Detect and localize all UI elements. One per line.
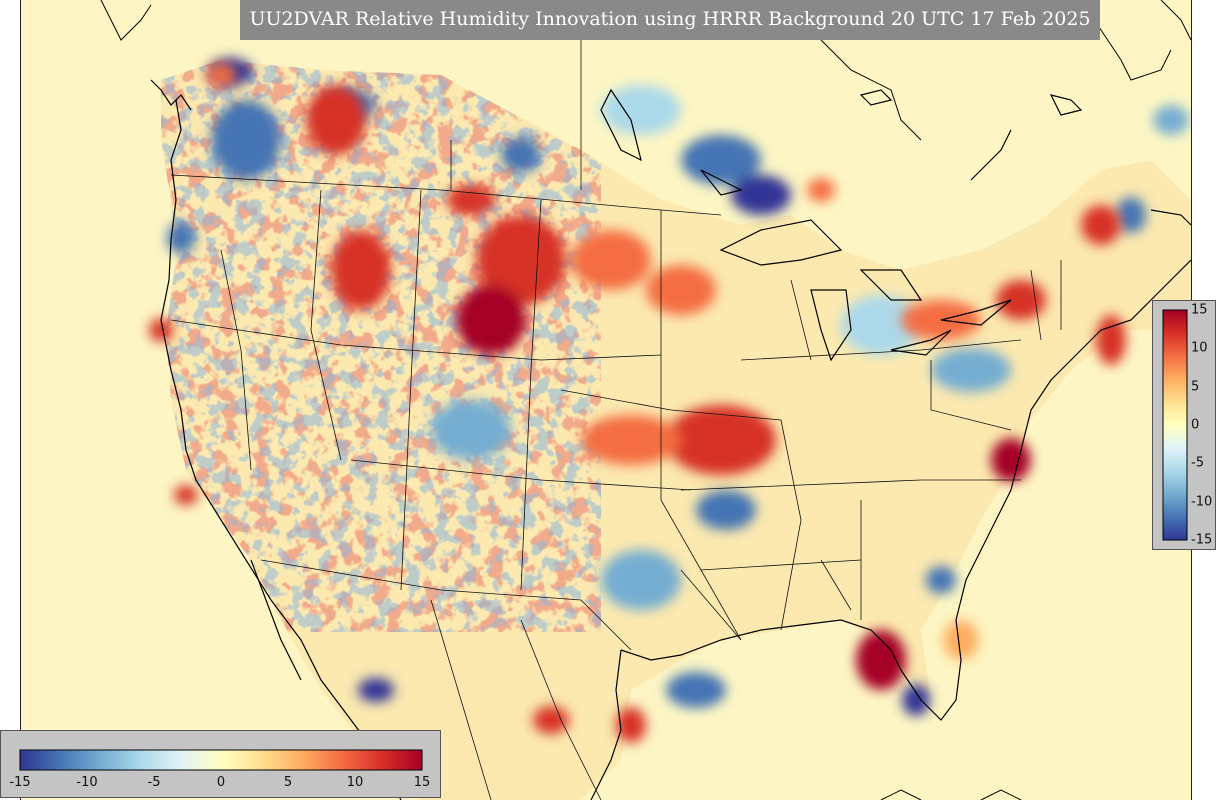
colorbar-horizontal-tick-label: 5 bbox=[283, 775, 293, 790]
colorbar-horizontal-tick-label: -10 bbox=[76, 775, 98, 790]
colorbar-horizontal-tick-label: 0 bbox=[216, 775, 226, 790]
colorbar-horizontal: -15 -10 -5 0 5 10 15 bbox=[0, 730, 441, 798]
negative-innovation-areas bbox=[167, 58, 1189, 716]
colorbar-horizontal-tick-label: 15 bbox=[413, 775, 431, 790]
lakes bbox=[600, 88, 1191, 362]
colorbar-vertical-tick-label: 10 bbox=[1191, 340, 1208, 356]
colorbar-horizontal-tick-label: -5 bbox=[147, 775, 161, 790]
coastlines bbox=[150, 79, 1191, 800]
colorbar-vertical-tick-label: 0 bbox=[1191, 417, 1200, 433]
humidity-innovation-map bbox=[100, 0, 1191, 800]
colorbar-horizontal-tick-label: -15 bbox=[9, 775, 31, 790]
colorbar-vertical: -15 -10 -5 0 5 10 15 bbox=[1152, 300, 1216, 550]
colorbar-vertical-tick-label: 15 bbox=[1191, 302, 1208, 318]
map-area bbox=[20, 0, 1192, 800]
map-title: UU2DVAR Relative Humidity Innovation usi… bbox=[240, 0, 1100, 40]
colorbar-horizontal-graphic bbox=[19, 749, 423, 771]
colorbar-horizontal-tick-label: 10 bbox=[346, 775, 364, 790]
colorbar-vertical-tick-label: 5 bbox=[1191, 379, 1200, 395]
colorbar-vertical-tick-label: -10 bbox=[1191, 494, 1213, 510]
colorbar-vertical-graphic bbox=[1162, 309, 1188, 541]
borders bbox=[170, 30, 1062, 800]
colorbar-vertical-tick-label: -5 bbox=[1191, 455, 1204, 471]
colorbar-vertical-tick-label: -15 bbox=[1191, 532, 1213, 548]
